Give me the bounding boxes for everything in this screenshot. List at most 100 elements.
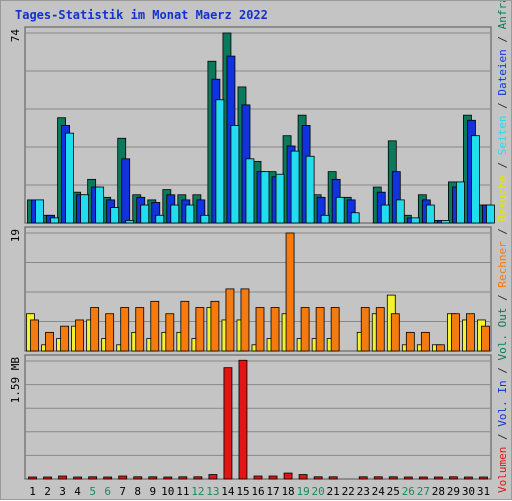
bar-volumen-day-27 [418,476,428,480]
x-tick-label: 11 [176,485,189,498]
bar-volumen-day-5 [88,476,98,480]
bar-seiten-day-17 [275,173,285,224]
panel-visits: 19 [9,226,492,352]
bar-seiten-day-28 [440,220,450,224]
bar-rechner-day-18 [285,232,295,352]
bar-seiten-day-31 [486,204,495,224]
bar-rechner-day-10 [165,313,175,352]
x-tick-label: 31 [477,485,490,498]
chart-panels: 74 19 1.59 MB [9,26,495,480]
panel-requests: 74 [9,26,495,224]
bar-volumen-day-8 [133,476,143,480]
x-tick-label: 20 [312,485,325,498]
x-tick-label: 22 [342,485,355,498]
bar-seiten-day-15 [245,158,255,224]
x-tick-label: 6 [104,485,111,498]
bar-volumen-day-12 [193,476,203,480]
bar-volumen-day-10 [163,476,173,480]
bar-seiten-day-10 [170,204,180,224]
bar-seiten-day-13 [215,99,225,224]
bar-volumen-day-14 [223,367,233,480]
bar-rechner-day-25 [390,313,400,352]
bar-volumen-day-29 [449,476,458,480]
x-tick-label: 24 [372,485,386,498]
legend-entry: Seiten [496,115,509,155]
bar-volumen-day-30 [464,476,473,480]
x-tick-label: 21 [327,485,340,498]
bar-seiten-day-16 [260,171,270,224]
x-tick-label: 17 [266,485,279,498]
bar-seiten-day-22 [350,212,360,224]
bar-dateien-day-7 [121,158,131,224]
bar-rechner-day-8 [135,307,145,352]
bar-rechner-day-20 [315,307,325,352]
bar-rechner-day-9 [150,300,160,352]
bar-volumen-day-6 [103,476,113,480]
bar-seiten-day-30 [471,135,480,224]
bar-rechner-day-1 [30,319,39,352]
bar-volumen-day-13 [208,474,218,480]
bar-volumen-day-28 [433,476,443,480]
bar-volumen-day-3 [58,475,67,480]
x-tick-label: 10 [161,485,174,498]
bar-volumen-day-15 [238,359,248,480]
legend-entry: / [496,96,509,116]
bar-volumen-day-19 [298,474,308,480]
bar-rechner-day-11 [180,300,190,352]
y-max-label: 74 [9,29,22,43]
bar-seiten-day-1 [35,199,44,224]
bar-seiten-day-14 [230,125,240,224]
x-tick-label: 9 [149,485,156,498]
bar-seiten-day-19 [305,155,315,224]
x-tick-label: 26 [402,485,415,498]
bar-seiten-day-21 [335,196,345,224]
bar-seiten-day-8 [140,204,150,224]
legend-entry: / [496,155,509,175]
bar-rechner-day-16 [255,307,265,352]
x-tick-label: 28 [432,485,445,498]
bar-volumen-day-23 [358,476,368,480]
bar-rechner-day-31 [481,325,490,352]
x-tick-label: 16 [251,485,264,498]
x-tick-label: 29 [447,485,460,498]
bar-rechner-day-26 [405,331,415,352]
bar-volumen-day-24 [373,476,383,480]
bar-volumen-day-11 [178,476,188,480]
bar-seiten-day-18 [290,150,300,224]
bar-rechner-day-29 [451,313,460,352]
bar-rechner-day-7 [120,307,130,352]
bar-volumen-day-21 [328,476,338,480]
x-tick-label: 2 [44,485,51,498]
bar-rechner-day-24 [375,307,385,352]
bar-volumen-day-26 [403,476,413,480]
x-tick-label: 30 [462,485,475,498]
bar-volumen-day-18 [283,472,293,480]
bar-rechner-day-30 [466,313,475,352]
legend-entry: / [496,29,509,49]
bar-volumen-day-17 [268,475,278,480]
legend-entry: / [496,361,509,381]
legend-entry: / [496,288,509,308]
bar-rechner-day-19 [300,307,310,352]
bar-rechner-day-28 [435,344,445,352]
bar-seiten-day-4 [80,194,90,224]
x-tick-label: 13 [206,485,219,498]
bar-rechner-day-4 [75,319,85,352]
legend-entry: Besuche [496,175,509,221]
legend-entry: / [496,221,509,241]
x-tick-label: 25 [387,485,400,498]
bar-seiten-day-11 [185,204,195,224]
bar-rechner-day-27 [420,331,430,352]
bar-volumen-day-25 [388,476,398,480]
bar-volumen-day-31 [479,476,488,480]
y-max-label: 1.59 MB [9,357,22,404]
x-tick-label: 5 [89,485,96,498]
bar-seiten-day-27 [425,204,435,224]
legend-entry: Rechner [496,241,509,288]
bar-seiten-day-25 [395,199,405,224]
legend-entry: Vol. Out [496,308,509,361]
bar-rechner-day-3 [60,325,69,352]
x-tick-label: 18 [281,485,294,498]
